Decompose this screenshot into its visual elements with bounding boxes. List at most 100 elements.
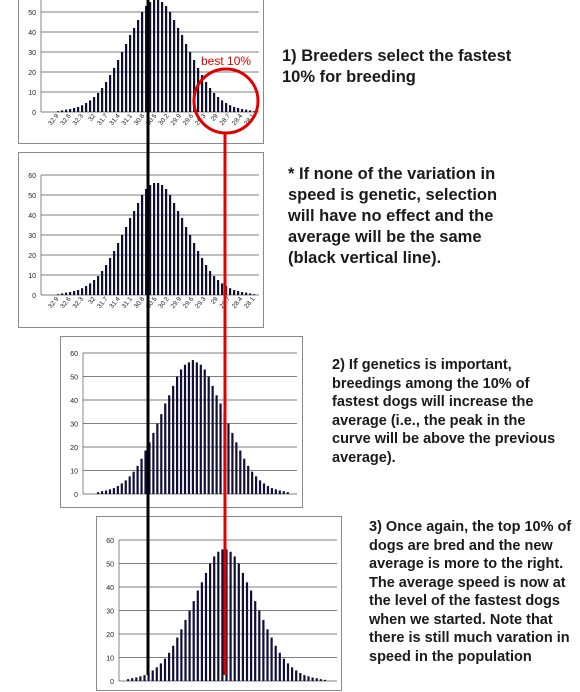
x-tick-label: 29.3 xyxy=(194,295,208,309)
y-tick-label: 50 xyxy=(28,193,36,200)
histogram-bar xyxy=(282,491,285,494)
y-tick-label: 20 xyxy=(70,445,78,452)
y-tick-label: 60 xyxy=(70,351,78,358)
histogram-bar xyxy=(153,0,156,112)
x-tick-label: 29 xyxy=(210,295,220,305)
histogram-bar xyxy=(197,251,200,295)
y-tick-label: 0 xyxy=(110,679,114,686)
histogram-bar xyxy=(127,679,130,681)
y-tick-label: 30 xyxy=(106,609,114,616)
histogram-bar xyxy=(183,364,187,494)
histogram-bar xyxy=(168,395,171,494)
x-tick-label: 31.1 xyxy=(121,295,135,309)
y-tick-label: 30 xyxy=(28,50,36,57)
histogram-bar xyxy=(311,677,314,681)
y-tick-label: 20 xyxy=(28,70,36,77)
histogram-bar xyxy=(201,75,204,112)
histogram-bar xyxy=(160,414,163,494)
histogram-bar xyxy=(100,491,104,494)
histogram-bar xyxy=(120,483,123,494)
y-tick-label: 10 xyxy=(28,90,36,97)
histogram-bar xyxy=(136,465,139,494)
histogram-bar xyxy=(250,590,253,681)
histogram-bar xyxy=(229,288,232,295)
histogram-bar xyxy=(73,291,76,295)
histogram-bar xyxy=(65,292,68,295)
x-tick-label: 29.9 xyxy=(170,295,184,309)
histogram-bar xyxy=(315,678,318,681)
y-tick-label: 30 xyxy=(70,422,78,429)
histogram-bar xyxy=(93,280,96,295)
x-tick-label: 30.5 xyxy=(145,112,159,126)
histogram-bar xyxy=(185,227,188,295)
histogram-bar xyxy=(161,185,164,295)
chart-panel-no-genetic-effect: 0 10 20 30 40 50 60 32.9 32.6 32.3 32 31.7 31.4 31.1 3… xyxy=(18,152,264,328)
histogram-bar xyxy=(156,423,159,494)
histogram-bar xyxy=(189,235,192,295)
histogram-bar xyxy=(137,203,140,295)
x-tick-label: 32 xyxy=(87,112,97,122)
y-tick-label: 40 xyxy=(28,30,36,37)
histogram-bar xyxy=(124,480,127,494)
histogram-bar xyxy=(173,203,176,295)
histogram-bar xyxy=(108,489,112,494)
histogram-bar xyxy=(192,601,195,681)
histogram-bar xyxy=(148,442,151,494)
histogram-bar xyxy=(209,88,212,112)
x-tick-label: 31.4 xyxy=(108,295,122,309)
x-tick-label: 29.6 xyxy=(182,295,196,309)
histogram-bar xyxy=(163,658,167,681)
y-tick-label: 30 xyxy=(28,233,36,240)
x-tick-label: 32 xyxy=(87,295,97,305)
histogram-bar xyxy=(152,432,155,494)
histogram-bar xyxy=(286,492,289,494)
histogram-bar xyxy=(213,93,216,112)
histogram-bar xyxy=(85,103,88,112)
histogram-bar xyxy=(121,235,124,295)
x-tick-label: 31.7 xyxy=(96,295,110,309)
histogram-bar xyxy=(135,677,138,681)
histogram-bar xyxy=(101,88,104,112)
histogram-bar xyxy=(229,105,232,112)
histogram-bar xyxy=(225,103,228,112)
chart-panel-first-generation: 0 10 20 30 40 50 60 xyxy=(60,336,303,508)
histogram-bar xyxy=(137,20,140,112)
histogram-bar xyxy=(116,486,119,494)
histogram-bar xyxy=(89,100,92,112)
histogram-bar xyxy=(197,68,200,112)
histogram-bar xyxy=(187,362,191,494)
histogram-bar xyxy=(195,362,198,494)
histogram-bar xyxy=(61,293,64,295)
histogram-bar xyxy=(213,276,216,295)
histogram-bar xyxy=(165,6,168,112)
histogram-bar xyxy=(133,211,136,295)
x-tick-label: 32.3 xyxy=(72,295,86,309)
histogram-bar xyxy=(233,107,236,112)
histogram-bar xyxy=(227,423,230,494)
y-tick-label: 40 xyxy=(28,213,36,220)
histogram-bar xyxy=(109,258,112,295)
histogram-bar xyxy=(189,52,192,112)
y-tick-label: 60 xyxy=(106,538,114,545)
x-tick-label: 28.7 xyxy=(219,295,233,309)
histogram-bar xyxy=(211,385,214,494)
histogram-bar xyxy=(247,465,250,494)
histogram-bar xyxy=(319,679,322,681)
y-tick-label: 0 xyxy=(74,492,78,499)
histogram-bar xyxy=(149,2,152,112)
x-tick-label: 28.1 xyxy=(243,112,257,126)
histogram-bar xyxy=(258,610,261,681)
histogram-bar xyxy=(185,44,188,112)
histogram-bar xyxy=(266,486,270,494)
y-tick-label: 50 xyxy=(28,10,36,17)
histogram-bar xyxy=(282,658,285,681)
histogram-bar xyxy=(225,286,228,295)
histogram-second-generation: 0 10 20 30 40 50 60 xyxy=(106,538,337,686)
caption-step2: 2) If genetics is important, breedings a… xyxy=(332,357,556,466)
caption-step3: 3) Once again, the top 10% of dogs are b… xyxy=(369,519,572,665)
histogram-bar xyxy=(85,286,88,295)
x-tick-label: 32.9 xyxy=(47,112,61,126)
histogram-bar xyxy=(161,2,164,112)
histogram-bar xyxy=(203,369,206,494)
